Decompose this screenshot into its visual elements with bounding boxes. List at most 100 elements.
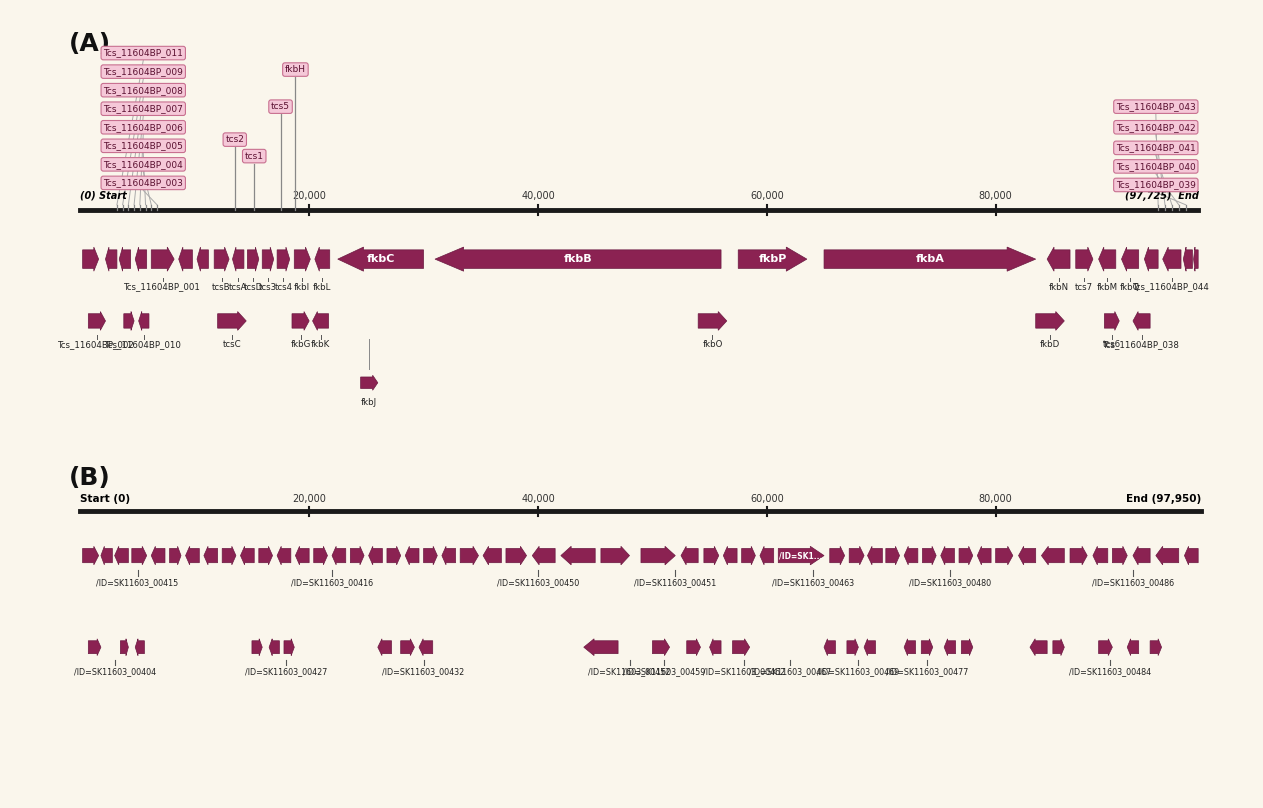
FancyArrow shape: [259, 546, 273, 565]
FancyArrow shape: [1099, 639, 1113, 655]
FancyArrow shape: [369, 546, 383, 565]
Text: Tcs_11604BP_002: Tcs_11604BP_002: [58, 340, 135, 349]
Text: fkbN: fkbN: [1048, 283, 1068, 292]
Text: 60,000: 60,000: [750, 191, 784, 200]
FancyArrow shape: [139, 312, 149, 330]
Text: /ID=SK11603_00450: /ID=SK11603_00450: [496, 579, 580, 587]
Text: /ID=SK11603_00451: /ID=SK11603_00451: [634, 579, 716, 587]
FancyArrow shape: [506, 546, 527, 565]
FancyArrow shape: [405, 546, 419, 565]
FancyArrow shape: [830, 546, 845, 565]
Text: /ID=SK11603_00432: /ID=SK11603_00432: [383, 667, 465, 676]
Text: /ID=SK11603_00404: /ID=SK11603_00404: [73, 667, 155, 676]
Text: Tcs_11604BP_009: Tcs_11604BP_009: [104, 67, 183, 76]
Text: /ID=SK11603_00484: /ID=SK11603_00484: [1068, 667, 1151, 676]
FancyArrow shape: [296, 546, 309, 565]
FancyArrow shape: [152, 546, 165, 565]
FancyArrow shape: [215, 247, 229, 271]
Text: tcsA: tcsA: [229, 283, 248, 292]
FancyArrow shape: [710, 639, 721, 655]
Text: 80,000: 80,000: [979, 191, 1013, 200]
Text: fkbL: fkbL: [313, 283, 331, 292]
FancyArrow shape: [1031, 639, 1047, 655]
FancyArrow shape: [120, 639, 129, 655]
FancyArrow shape: [442, 546, 456, 565]
FancyArrow shape: [1151, 639, 1162, 655]
Text: Tcs_11604BP_004: Tcs_11604BP_004: [104, 160, 183, 169]
Text: Tcs_11604BP_007: Tcs_11604BP_007: [104, 104, 183, 113]
Text: /ID=SK1...: /ID=SK1...: [779, 551, 822, 560]
Text: /ID=SK11603_00416: /ID=SK11603_00416: [290, 579, 373, 587]
FancyArrow shape: [88, 312, 106, 330]
FancyArrow shape: [332, 546, 346, 565]
Text: fkbA: fkbA: [916, 255, 945, 264]
Text: fkbD: fkbD: [1039, 340, 1060, 349]
FancyArrow shape: [197, 247, 208, 271]
Text: fkbJ: fkbJ: [361, 398, 378, 407]
FancyArrow shape: [995, 546, 1013, 565]
FancyArrow shape: [1128, 639, 1139, 655]
Text: /ID=SK11603_00452: /ID=SK11603_00452: [589, 667, 671, 676]
FancyArrow shape: [1104, 312, 1119, 330]
FancyArrow shape: [961, 639, 973, 655]
FancyArrow shape: [1133, 312, 1151, 330]
Text: /ID=SK11603_00415: /ID=SK11603_00415: [96, 579, 178, 587]
FancyArrow shape: [361, 375, 378, 390]
FancyArrow shape: [847, 639, 859, 655]
FancyArrow shape: [653, 639, 669, 655]
Text: fkbB: fkbB: [563, 255, 592, 264]
FancyArrow shape: [203, 546, 217, 565]
Text: Start (0): Start (0): [81, 494, 130, 504]
FancyArrow shape: [724, 546, 738, 565]
Text: Tcs_11604BP_003: Tcs_11604BP_003: [104, 179, 183, 187]
Text: fkbM: fkbM: [1096, 283, 1118, 292]
FancyArrow shape: [124, 312, 134, 330]
Text: tcs6: tcs6: [1103, 340, 1120, 349]
Text: 80,000: 80,000: [979, 494, 1013, 504]
FancyArrow shape: [681, 546, 698, 565]
Text: tcs2: tcs2: [225, 135, 244, 144]
Text: /ID=SK11603_00469: /ID=SK11603_00469: [817, 667, 899, 676]
FancyArrow shape: [741, 546, 755, 565]
FancyArrow shape: [434, 247, 721, 271]
FancyArrow shape: [1047, 247, 1070, 271]
Text: tcs3: tcs3: [259, 283, 277, 292]
FancyArrow shape: [82, 546, 99, 565]
FancyArrow shape: [904, 546, 918, 565]
Text: fkbH: fkbH: [285, 65, 306, 74]
FancyArrow shape: [135, 639, 144, 655]
FancyArrow shape: [135, 247, 147, 271]
Text: Tcs_11604BP_044: Tcs_11604BP_044: [1133, 283, 1210, 292]
FancyArrow shape: [941, 546, 955, 565]
Text: fkbI: fkbI: [294, 283, 311, 292]
Text: /ID=SK11603_00427: /ID=SK11603_00427: [245, 667, 327, 676]
Text: Tcs_11604BP_001: Tcs_11604BP_001: [124, 283, 201, 292]
FancyArrow shape: [232, 247, 244, 271]
FancyArrow shape: [115, 546, 129, 565]
Text: /ID=SK11603_00477: /ID=SK11603_00477: [885, 667, 969, 676]
FancyArrow shape: [1092, 546, 1108, 565]
FancyArrow shape: [337, 247, 423, 271]
FancyArrow shape: [978, 546, 991, 565]
FancyArrow shape: [1036, 312, 1065, 330]
FancyArrow shape: [601, 546, 629, 565]
Text: tcs4: tcs4: [274, 283, 293, 292]
Text: fkbK: fkbK: [311, 340, 330, 349]
FancyArrow shape: [1185, 546, 1199, 565]
Text: 40,000: 40,000: [522, 191, 554, 200]
FancyArrow shape: [460, 546, 479, 565]
FancyArrow shape: [269, 639, 279, 655]
FancyArrow shape: [88, 639, 101, 655]
FancyArrow shape: [378, 639, 392, 655]
Text: (B): (B): [69, 465, 111, 490]
Text: tcsD: tcsD: [244, 283, 263, 292]
FancyArrow shape: [921, 639, 933, 655]
FancyArrow shape: [1183, 247, 1192, 271]
FancyArrow shape: [1144, 247, 1158, 271]
FancyArrow shape: [687, 639, 701, 655]
Text: (97,725)  End: (97,725) End: [1124, 191, 1199, 200]
Text: /ID=SK11603_00463: /ID=SK11603_00463: [772, 579, 854, 587]
Text: /ID=SK11603_00486: /ID=SK11603_00486: [1092, 579, 1175, 587]
FancyArrow shape: [178, 247, 192, 271]
Text: tcs5: tcs5: [272, 102, 290, 112]
